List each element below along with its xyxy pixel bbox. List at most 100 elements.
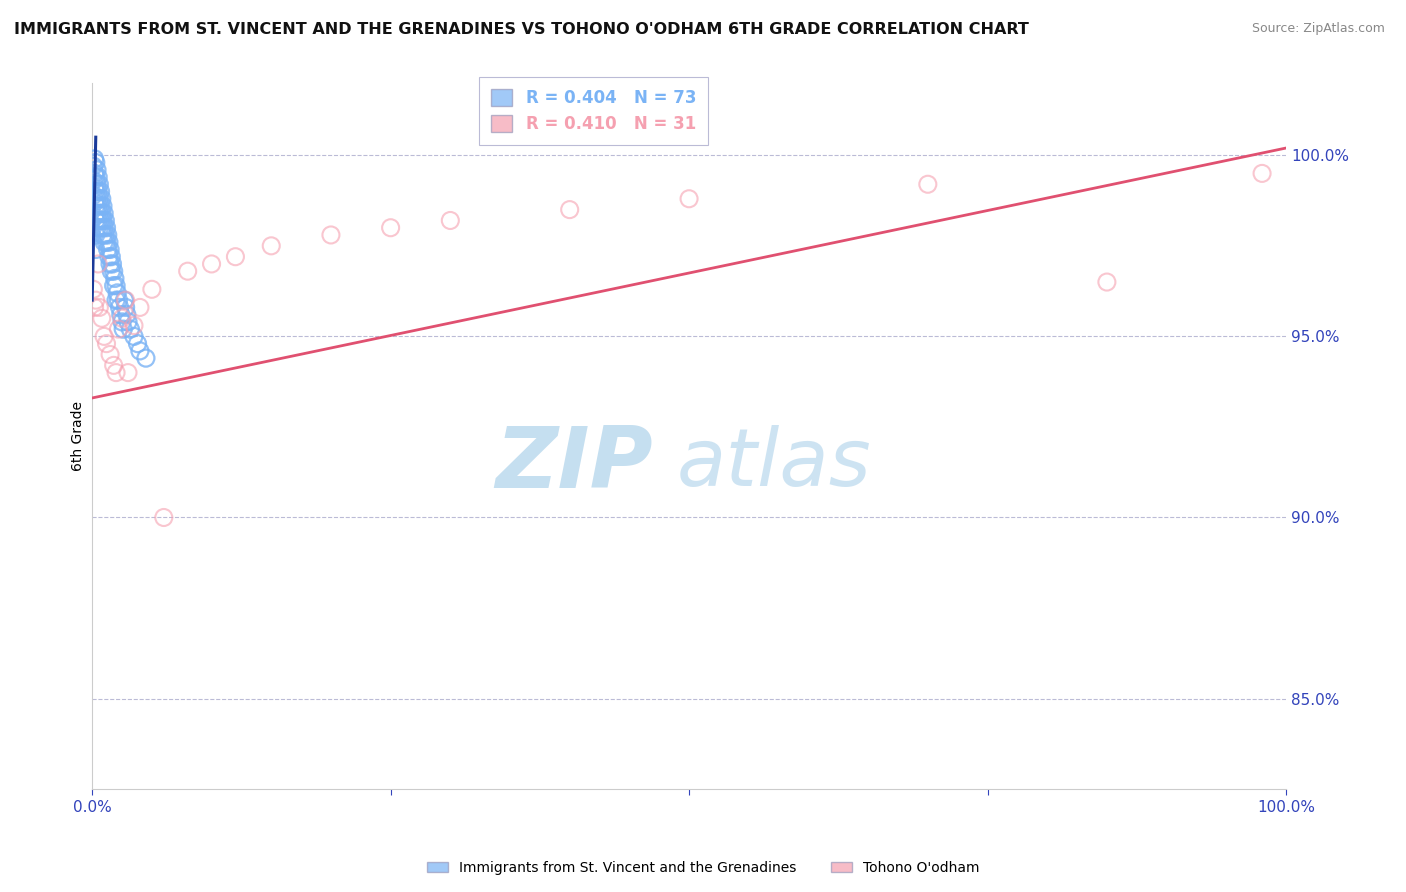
Point: [103, 264, 125, 278]
Point: [84, 169, 107, 184]
Point: [122, 318, 145, 333]
Point: [135, 351, 157, 365]
Point: [98, 243, 121, 257]
Point: [93, 329, 115, 343]
Point: [112, 322, 135, 336]
Point: [105, 278, 128, 293]
Point: [89, 301, 111, 315]
Point: [98, 257, 121, 271]
Point: [86, 206, 108, 220]
Point: [93, 206, 115, 220]
Point: [86, 220, 108, 235]
Point: [135, 351, 157, 365]
Point: [120, 322, 142, 336]
Point: [319, 227, 342, 242]
Point: [97, 227, 120, 242]
Point: [84, 293, 107, 308]
Point: [110, 308, 132, 322]
Legend: Immigrants from St. Vincent and the Grenadines, Tohono O'odham: Immigrants from St. Vincent and the Gren…: [422, 855, 984, 880]
Point: [176, 264, 198, 278]
Point: [104, 271, 127, 285]
Point: [115, 308, 138, 322]
Point: [87, 213, 110, 227]
Point: [84, 185, 107, 199]
Point: [917, 178, 939, 192]
Point: [83, 152, 105, 166]
Point: [97, 235, 120, 250]
Point: [96, 235, 118, 250]
Point: [84, 199, 107, 213]
Point: [83, 166, 105, 180]
Point: [93, 206, 115, 220]
Point: [84, 243, 107, 257]
Point: [111, 311, 134, 326]
Point: [86, 178, 108, 192]
Point: [100, 250, 122, 264]
Point: [260, 239, 283, 253]
Point: [90, 311, 112, 326]
Point: [1251, 166, 1274, 180]
Point: [97, 243, 120, 257]
Point: [105, 285, 128, 300]
Point: [97, 243, 120, 257]
Point: [91, 227, 114, 242]
Point: [84, 213, 107, 227]
Point: [87, 169, 110, 184]
Point: [103, 264, 125, 278]
Point: [90, 206, 112, 220]
Point: [83, 152, 105, 166]
Point: [110, 308, 132, 322]
Point: [94, 227, 117, 242]
Point: [90, 220, 112, 235]
Text: ZIP: ZIP: [496, 423, 654, 506]
Point: [91, 227, 114, 242]
Point: [94, 213, 117, 227]
Point: [101, 257, 124, 271]
Point: [89, 220, 111, 235]
Point: [87, 169, 110, 184]
Point: [90, 185, 112, 199]
Point: [90, 220, 112, 235]
Point: [83, 210, 105, 224]
Point: [89, 178, 111, 192]
Point: [112, 293, 135, 308]
Point: [91, 199, 114, 213]
Point: [98, 243, 121, 257]
Point: [84, 185, 107, 199]
Point: [87, 213, 110, 227]
Point: [83, 181, 105, 195]
Point: [84, 213, 107, 227]
Point: [114, 301, 136, 315]
Point: [84, 227, 107, 242]
Point: [90, 213, 112, 227]
Point: [90, 206, 112, 220]
Point: [103, 278, 125, 293]
Point: [86, 178, 108, 192]
Point: [98, 257, 121, 271]
Point: [83, 195, 105, 210]
Point: [117, 366, 139, 380]
Point: [439, 213, 461, 227]
Point: [84, 155, 107, 169]
Point: [87, 185, 110, 199]
Point: [108, 301, 131, 315]
Text: IMMIGRANTS FROM ST. VINCENT AND THE GRENADINES VS TOHONO O'ODHAM 6TH GRADE CORRE: IMMIGRANTS FROM ST. VINCENT AND THE GREN…: [14, 22, 1029, 37]
Point: [90, 192, 112, 206]
Point: [84, 199, 107, 213]
Point: [91, 213, 114, 227]
Point: [90, 192, 112, 206]
Point: [87, 185, 110, 199]
Point: [97, 250, 120, 264]
Point: [82, 159, 104, 173]
Point: [90, 199, 112, 213]
Point: [129, 301, 152, 315]
Point: [105, 278, 128, 293]
Point: [86, 220, 108, 235]
Point: [86, 162, 108, 177]
Point: [127, 336, 149, 351]
Point: [141, 282, 163, 296]
Point: [97, 235, 120, 250]
Point: [114, 293, 136, 308]
Point: [153, 510, 176, 524]
Point: [129, 343, 152, 358]
